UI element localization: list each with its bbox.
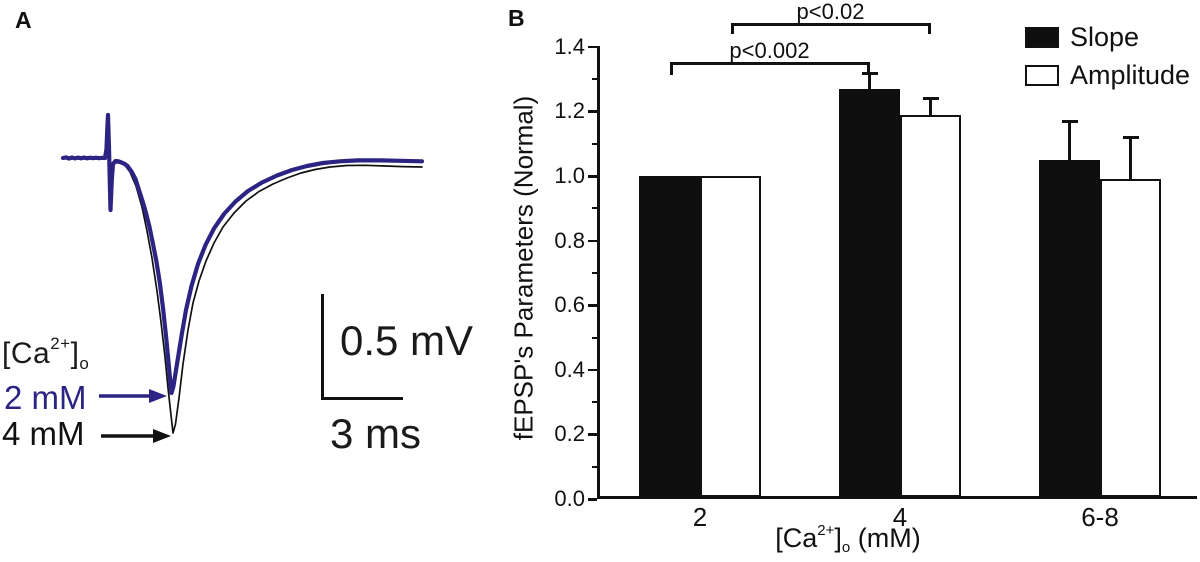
arrow-2mM-icon (99, 389, 167, 403)
ca-concentration-label: [Ca2+]o (2, 334, 89, 374)
legend-entry-amplitude: Amplitude (1025, 60, 1190, 91)
bar-amplitude-4 (900, 114, 961, 497)
legend-swatch-amplitude (1025, 65, 1059, 86)
y-minor-tick (592, 336, 597, 339)
legend-swatch-slope (1025, 27, 1059, 48)
legend: Slope Amplitude (1025, 22, 1190, 91)
y-minor-tick (592, 465, 597, 468)
y-major-tick (588, 110, 597, 113)
y-major-tick (588, 304, 597, 307)
x-axis-title: [Ca2+]o (mM) (775, 522, 920, 556)
error-bar-stem (929, 98, 932, 115)
panel-a: A [Ca2+]o 2 mM 4 mM 0.5 mV 3 ms (0, 0, 500, 562)
bar-amplitude-2 (700, 176, 761, 497)
error-bar-cap (922, 97, 939, 101)
bar-slope-2 (639, 176, 700, 497)
y-tick-label: 0.8 (554, 227, 585, 253)
x-title-superscript: 2+ (817, 522, 835, 539)
y-tick-label: 0.2 (554, 421, 585, 447)
panel-b-label: B (508, 5, 525, 31)
x-title-units: (mM) (850, 523, 921, 553)
fepsp-traces (60, 112, 425, 434)
error-bar-cap (861, 71, 878, 75)
bar-slope-6-8 (1039, 159, 1100, 497)
y-minor-tick (592, 271, 597, 274)
y-minor-tick (592, 78, 597, 81)
x-tick-label: 4 (892, 502, 908, 532)
error-bar-cap (1061, 120, 1078, 124)
ca-label-superscript: 2+ (50, 334, 71, 353)
y-major-tick (588, 45, 597, 49)
x-tick-label: 2 (692, 502, 708, 532)
significance-label: p<0.002 (729, 38, 810, 63)
y-major-tick (588, 175, 597, 178)
scale-label-time: 3 ms (330, 410, 422, 457)
ca-label-text: [Ca (2, 337, 51, 370)
significance-bracket (669, 62, 870, 75)
error-bar-stem (1068, 121, 1071, 160)
ca-label-subscript: o (79, 354, 90, 373)
scale-label-voltage: 0.5 mV (340, 317, 474, 364)
x-title-subscript: o (841, 539, 851, 556)
ca-label-bracket: ] (70, 337, 80, 370)
scale-bar (321, 294, 403, 400)
arrow-4mM-icon (101, 429, 171, 443)
x-tick-label: 6-8 (1081, 502, 1119, 532)
trace-label-4mM: 4 mM (2, 415, 85, 452)
legend-label-slope: Slope (1070, 22, 1140, 52)
error-bar-cap (1122, 136, 1139, 140)
y-major-tick (588, 498, 597, 501)
significance-label: p<0.02 (796, 0, 865, 24)
y-major-tick (588, 433, 597, 436)
trace-2mM (60, 112, 425, 396)
y-minor-tick (592, 207, 597, 210)
y-tick-label: 1.0 (554, 163, 585, 188)
legend-label-amplitude: Amplitude (1070, 60, 1191, 90)
y-tick-label: 0.0 (554, 486, 585, 511)
x-title-bracket: ] (834, 523, 842, 553)
legend-entry-slope: Slope (1025, 22, 1190, 53)
x-title-text: [Ca (775, 523, 818, 553)
y-tick-label: 0.6 (554, 292, 585, 318)
y-tick-label: 1.4 (554, 33, 585, 59)
trace-label-2mM: 2 mM (4, 379, 87, 416)
bar-amplitude-6-8 (1100, 179, 1161, 497)
bar-slope-4 (839, 88, 900, 497)
y-major-tick (588, 368, 597, 372)
y-minor-tick (592, 401, 597, 404)
y-minor-tick (592, 142, 597, 145)
error-bar-stem (1129, 137, 1132, 180)
y-major-tick (588, 239, 597, 243)
y-tick-label: 0.4 (554, 356, 585, 382)
y-tick-label: 1.2 (554, 98, 585, 124)
x-axis-line (597, 496, 1197, 499)
significance-bracket (730, 23, 931, 34)
y-axis-line (597, 46, 600, 499)
panel-a-label: A (15, 7, 32, 33)
error-bar-stem (868, 72, 871, 89)
